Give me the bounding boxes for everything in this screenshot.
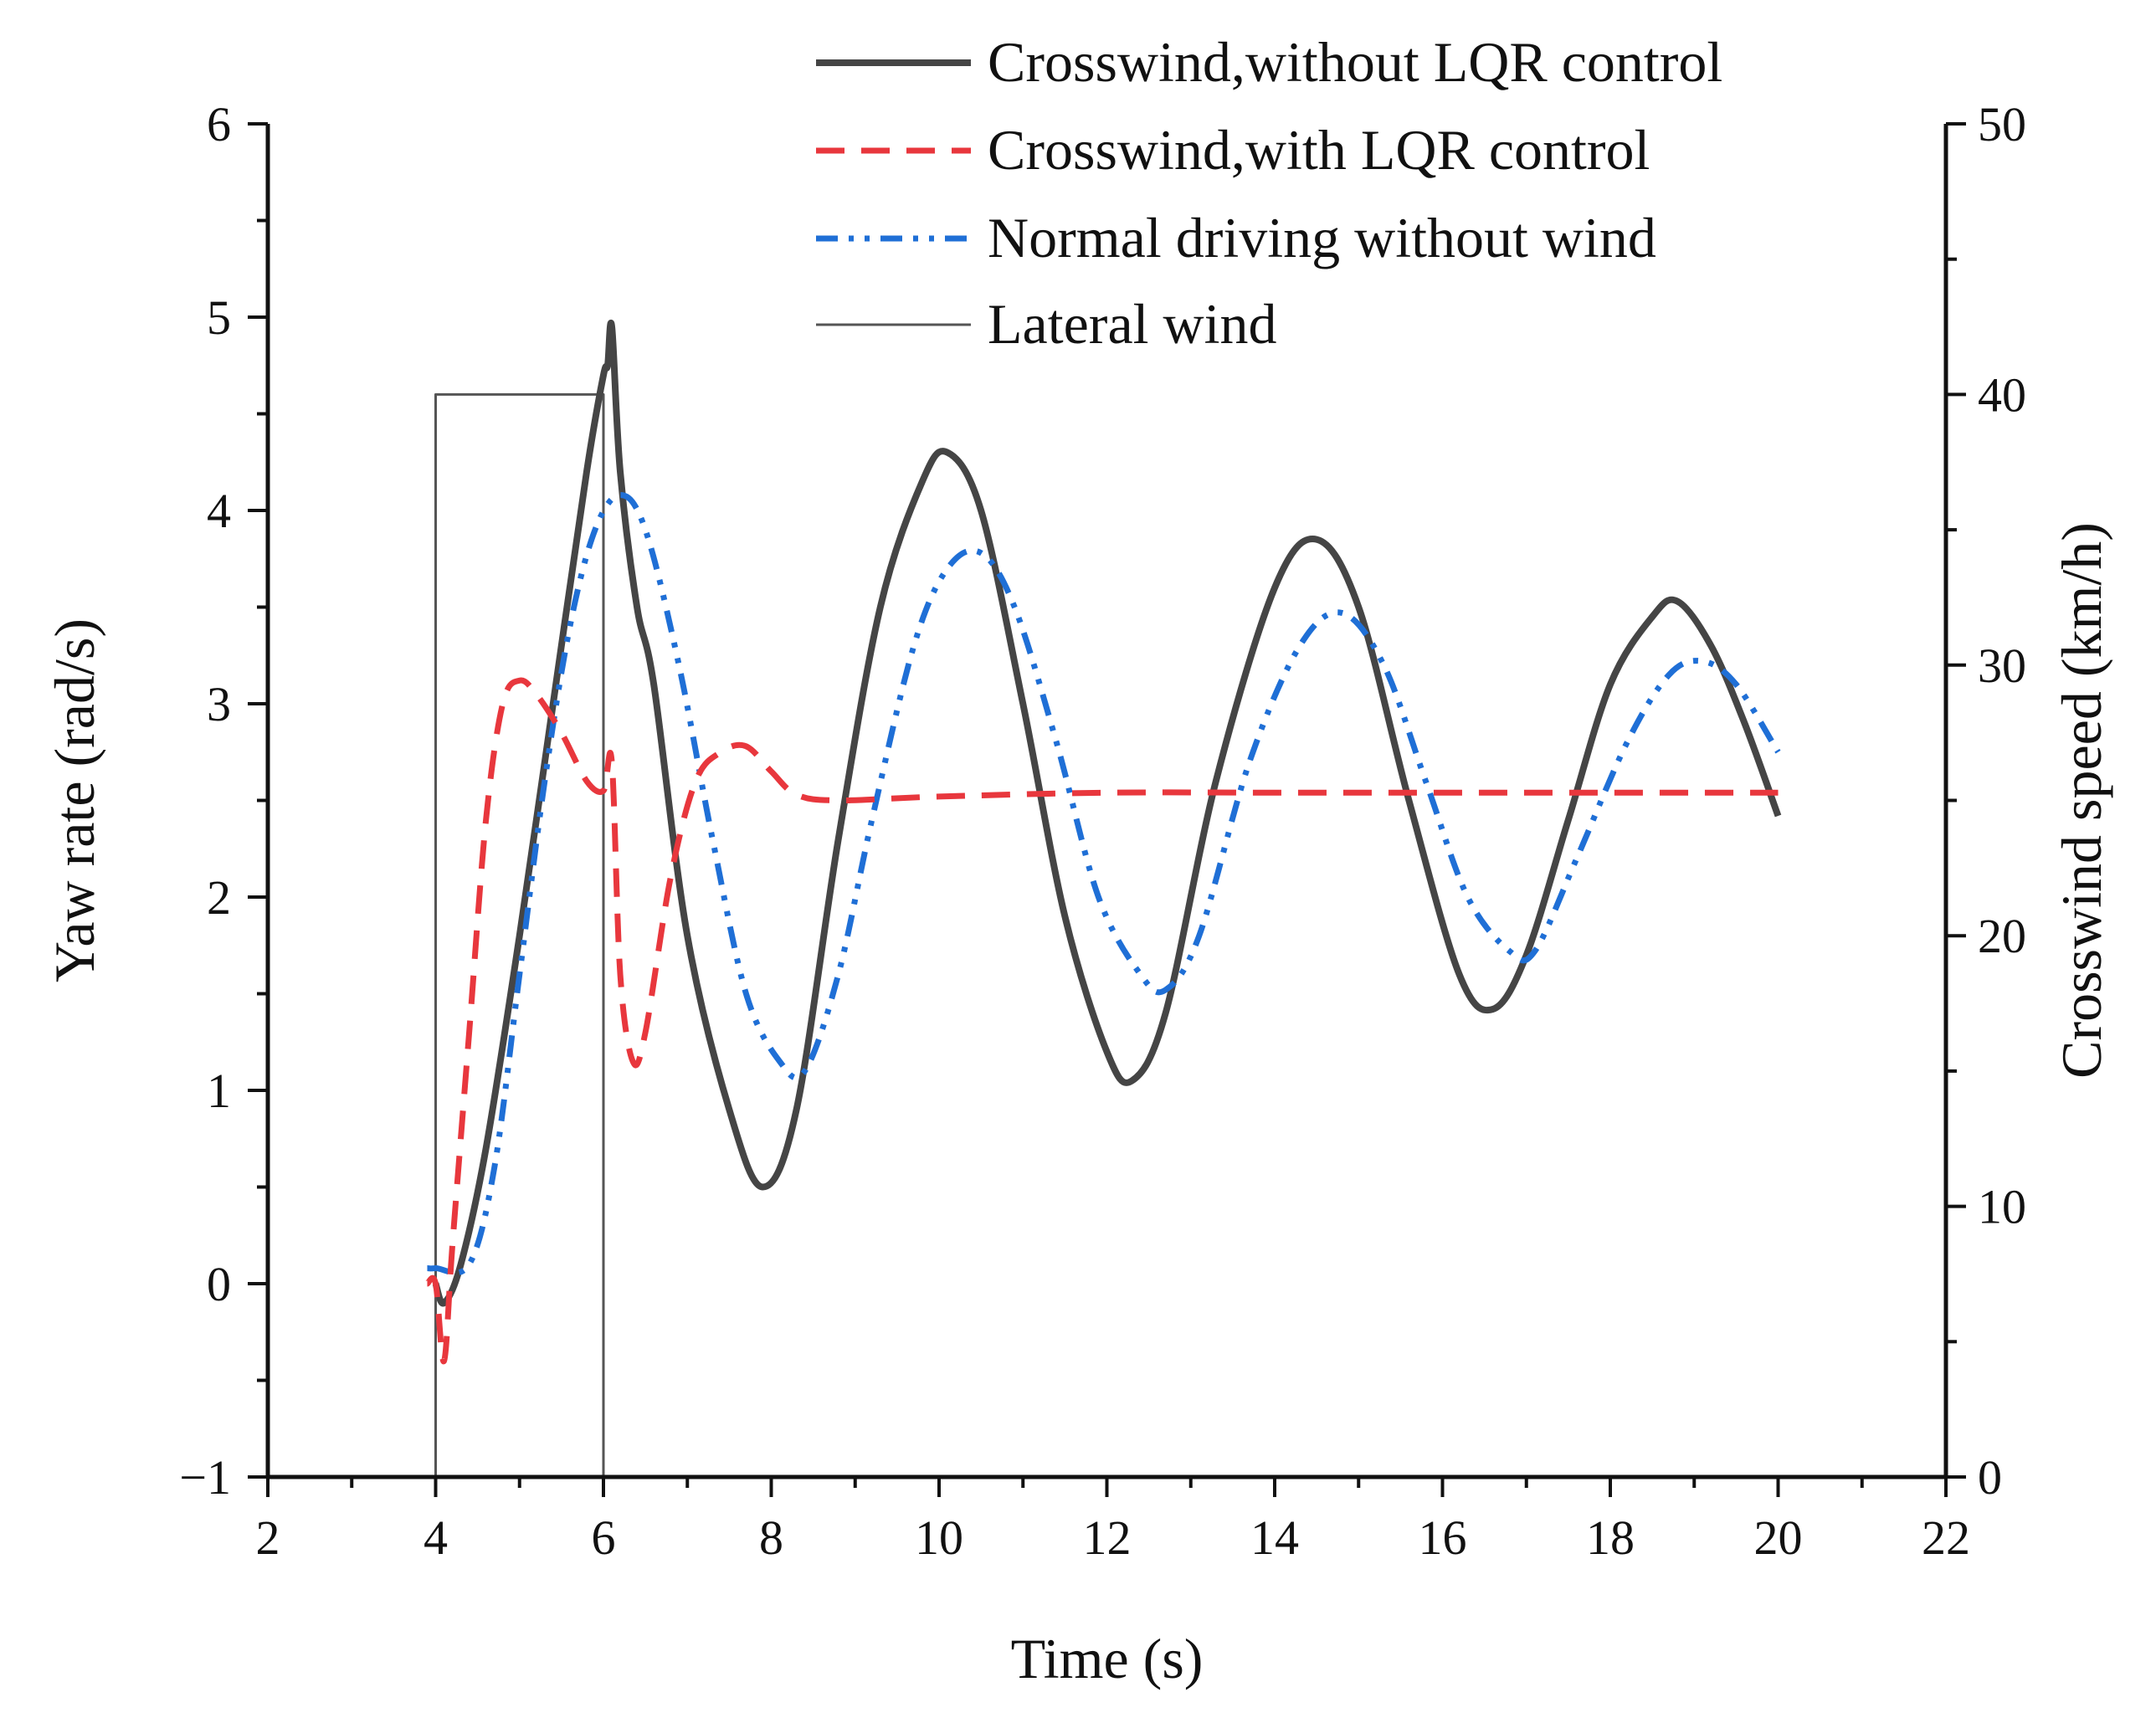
plot-lines — [424, 320, 1782, 1477]
legend-label-2: Normal driving without wind — [988, 206, 1656, 269]
series-line-3 — [434, 392, 605, 1477]
x-tick-label: 6 — [592, 1510, 616, 1565]
y2-tick-label: 50 — [1978, 97, 2026, 151]
x-tick-label: 16 — [1419, 1510, 1467, 1565]
y-tick-label: 5 — [207, 290, 231, 345]
x-tick-label: 2 — [256, 1510, 280, 1565]
x-tick-label: 12 — [1083, 1510, 1132, 1565]
series-line-0 — [432, 320, 1782, 1307]
x-tick-label: 10 — [915, 1510, 963, 1565]
x-tick-label: 18 — [1586, 1510, 1635, 1565]
y2-tick-label: 40 — [1978, 367, 2026, 422]
y2-axis-title: Crosswind speed (km/h) — [2050, 522, 2113, 1079]
legend-label-0: Crosswind,without LQR control — [988, 30, 1722, 94]
y-axis-title: Yaw rate (rad/s) — [43, 618, 106, 982]
y-tick-label: −1 — [179, 1450, 231, 1505]
y-tick-label: 4 — [207, 484, 231, 538]
legend-label-1: Crosswind,with LQR control — [988, 118, 1650, 182]
y2-tick-label: 10 — [1978, 1180, 2026, 1234]
x-tick-label: 14 — [1250, 1510, 1299, 1565]
x-tick-label: 4 — [424, 1510, 448, 1565]
y-tick-label: 1 — [207, 1064, 231, 1118]
y-tick-label: 2 — [207, 870, 231, 925]
y2-tick-label: 20 — [1978, 909, 2026, 963]
legend-label-3: Lateral wind — [988, 292, 1277, 356]
x-tick-label: 22 — [1922, 1510, 1970, 1565]
series-line-1 — [424, 677, 1779, 1364]
y2-tick-label: 0 — [1978, 1450, 2002, 1505]
x-axis-title: Time (s) — [1011, 1627, 1204, 1690]
y-tick-label: 3 — [207, 677, 231, 731]
y-tick-label: 0 — [207, 1257, 231, 1311]
y-tick-label: 6 — [207, 97, 231, 151]
series-line-2 — [427, 492, 1781, 1276]
x-tick-label: 20 — [1754, 1510, 1803, 1565]
x-tick-label: 8 — [759, 1510, 783, 1565]
legend: Crosswind,without LQR control Crosswind,w… — [816, 30, 1722, 356]
y2-tick-label: 30 — [1978, 638, 2026, 693]
